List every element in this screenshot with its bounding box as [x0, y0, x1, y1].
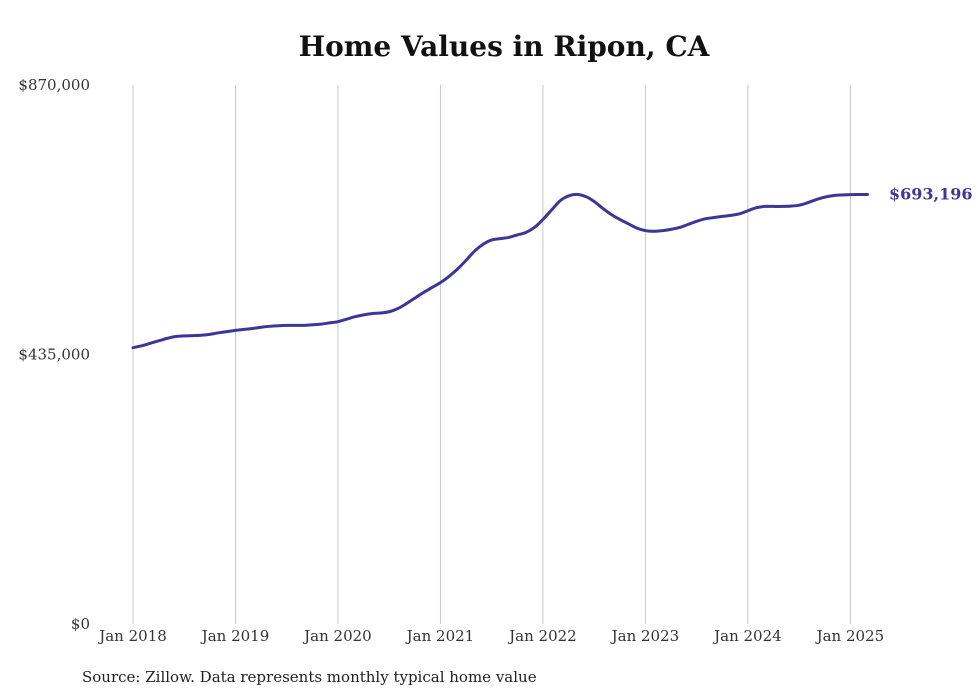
x-tick-jan-2022: Jan 2022: [507, 627, 577, 645]
home-value-line: [131, 192, 869, 350]
chart-title: Home Values in Ripon, CA: [298, 30, 710, 63]
y-tick-870-000: $870,000: [18, 76, 90, 94]
x-tick-jan-2021: Jan 2021: [405, 627, 475, 645]
y-tick-435-000: $435,000: [18, 346, 90, 364]
x-tick-jan-2023: Jan 2023: [610, 627, 680, 645]
x-tick-jan-2024: Jan 2024: [712, 627, 782, 645]
x-tick-jan-2025: Jan 2025: [815, 627, 885, 645]
x-tick-jan-2019: Jan 2019: [200, 627, 270, 645]
end-value-label: $693,196: [889, 185, 973, 204]
y-tick-0: $0: [71, 615, 90, 633]
source-note: Source: Zillow. Data represents monthly …: [82, 668, 537, 686]
x-tick-jan-2018: Jan 2018: [97, 627, 167, 645]
x-tick-jan-2020: Jan 2020: [302, 627, 372, 645]
